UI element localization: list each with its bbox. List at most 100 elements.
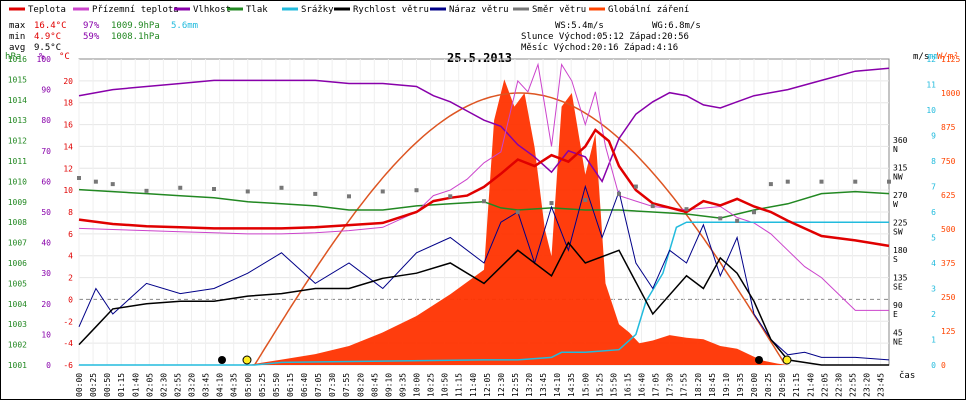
x-tick-label: 13:45: [539, 373, 548, 397]
x-tick-label: 23:45: [877, 373, 886, 397]
wind-direction-point: [583, 198, 588, 202]
legend-label: Rychlost větru: [353, 5, 429, 15]
x-tick-label: 11:15: [455, 373, 464, 397]
radiation-tick-label: 625: [941, 191, 956, 200]
x-tick-label: 08:45: [370, 373, 379, 397]
wind-direction-point: [77, 176, 81, 180]
pressure-tick-label: 1003: [8, 320, 27, 329]
ms-unit-label: m/s: [913, 52, 929, 62]
x-tick-label: 05:25: [258, 373, 267, 397]
axes: 1001100210031004100510061007100810091010…: [8, 55, 961, 370]
wind-direction-point: [448, 194, 453, 199]
stats-ws: WS:5.4m/s: [555, 21, 604, 31]
wm-unit-label: W/m²: [937, 52, 959, 62]
stats-min-label: min: [9, 32, 25, 42]
x-tick-label: 13:20: [525, 373, 534, 397]
wind-speed-tick-label: 10: [926, 106, 936, 115]
radiation-tick-label: 125: [941, 327, 956, 336]
wind-direction-point: [414, 188, 419, 193]
wind-speed-tick-label: 7: [931, 183, 936, 192]
wind-direction-point: [93, 179, 98, 184]
x-tick-label: 02:05: [145, 373, 154, 397]
wind-direction-point: [144, 188, 149, 193]
x-tick-label: 03:45: [202, 373, 211, 397]
wind-direction-point: [887, 179, 891, 184]
temperature-tick-label: 14: [63, 142, 73, 151]
x-tick-label: 12:30: [497, 373, 506, 397]
x-tick-label: 14:35: [567, 373, 576, 397]
humidity-tick-label: 10: [41, 330, 51, 339]
x-tick-label: 16:15: [623, 373, 632, 397]
legend-label: Směr větru: [532, 5, 586, 15]
direction-tick-label: 90: [893, 301, 903, 310]
direction-tick-label: N: [893, 145, 898, 154]
direction-tick-label: NE: [893, 338, 903, 347]
moonset-marker-icon: [218, 356, 226, 364]
legend-label: Náraz větru: [449, 5, 509, 15]
wind-speed-tick-label: 5: [931, 234, 936, 243]
x-tick-label: 06:15: [286, 373, 295, 397]
radiation-tick-label: 0: [941, 361, 946, 370]
stats-min-press: 1008.1hPa: [111, 32, 160, 42]
x-tick-label: 17:30: [666, 373, 675, 397]
wind-direction-series: [77, 176, 891, 223]
x-tick-label: 02:30: [159, 373, 168, 397]
radiation-tick-label: 375: [941, 259, 956, 268]
temperature-tick-label: 12: [63, 164, 73, 173]
series-line-teplota: [78, 128, 890, 248]
wind-direction-point: [515, 210, 520, 215]
series-line-tlak: [78, 188, 890, 219]
x-tick-label: 04:10: [216, 373, 225, 397]
wind-speed-tick-label: 1: [931, 336, 936, 345]
x-tick-label: 02:55: [173, 373, 182, 397]
direction-tick-label: 45: [893, 329, 903, 338]
humidity-tick-label: 30: [41, 269, 51, 278]
direction-tick-label: NW: [893, 173, 903, 182]
stats-min-temp: 4.9°C: [34, 32, 61, 42]
wind-direction-point: [347, 194, 351, 199]
x-tick-label: 21:40: [806, 373, 815, 397]
x-tick-label: 17:55: [680, 373, 689, 397]
x-tick-label: 00:50: [103, 373, 112, 397]
c-unit-label: °C: [59, 52, 70, 62]
x-tick-label: 05:00: [244, 373, 253, 397]
direction-tick-label: E: [893, 310, 898, 319]
pressure-tick-label: 1007: [8, 239, 27, 248]
x-tick-label: 10:50: [441, 373, 450, 397]
pressure-tick-label: 1010: [8, 177, 27, 186]
temperature-tick-label: -6: [63, 361, 73, 370]
x-tick-label: 14:10: [553, 373, 562, 397]
x-tick-label: 18:20: [694, 373, 703, 397]
x-tick-label: 04:35: [230, 373, 239, 397]
x-tick-label: 20:00: [750, 373, 759, 397]
x-axis: 00:00 00:25 00:50 01:15 01:40 02:05 02:30 02:55…: [75, 373, 886, 397]
wind-direction-point: [212, 187, 216, 191]
wind-direction-point: [684, 207, 689, 212]
x-tick-label: 12:55: [511, 373, 520, 397]
radiation-tick-label: 1000: [941, 89, 960, 98]
pressure-tick-label: 1008: [8, 218, 27, 227]
wind-direction-point: [380, 189, 385, 194]
temperature-tick-label: 10: [63, 186, 73, 195]
direction-tick-label: 225: [893, 219, 908, 228]
pressure-tick-label: 1006: [8, 259, 27, 268]
series-line-rychlost-v-tru: [78, 241, 889, 366]
sunset-marker-icon: [782, 355, 792, 365]
x-tick-label: 22:55: [848, 373, 857, 397]
stats-block: max 16.4°C 97% 1009.9hPa 5.6mm min 4.9°C…: [9, 21, 701, 53]
pressure-tick-label: 1013: [8, 116, 27, 125]
radiation-area: [79, 79, 889, 366]
direction-tick-label: 180: [893, 246, 908, 255]
x-tick-label: 00:25: [89, 373, 98, 397]
x-tick-label: 07:05: [314, 373, 323, 397]
temperature-tick-label: 8: [68, 208, 73, 217]
radiation-tick-label: 500: [941, 225, 956, 234]
wind-direction-point: [633, 184, 638, 189]
humidity-tick-label: 70: [41, 147, 51, 156]
pressure-tick-label: 1002: [8, 341, 27, 350]
stats-avg-label: avg: [9, 43, 25, 53]
radiation-tick-label: 1125: [941, 55, 960, 64]
humidity-tick-label: 20: [41, 300, 51, 309]
pressure-tick-label: 1005: [8, 279, 27, 288]
